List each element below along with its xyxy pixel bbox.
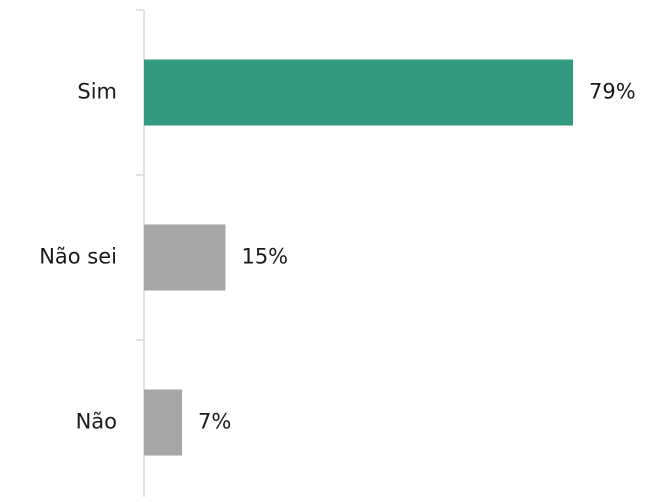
- value-label: 15%: [241, 245, 288, 269]
- bar: [144, 59, 573, 126]
- value-label: 79%: [589, 80, 636, 104]
- bar: [144, 389, 183, 456]
- value-label: 7%: [198, 410, 231, 434]
- category-label: Não sei: [39, 245, 117, 269]
- bar: [144, 224, 226, 291]
- category-label: Sim: [77, 80, 117, 104]
- category-label: Não: [76, 410, 117, 434]
